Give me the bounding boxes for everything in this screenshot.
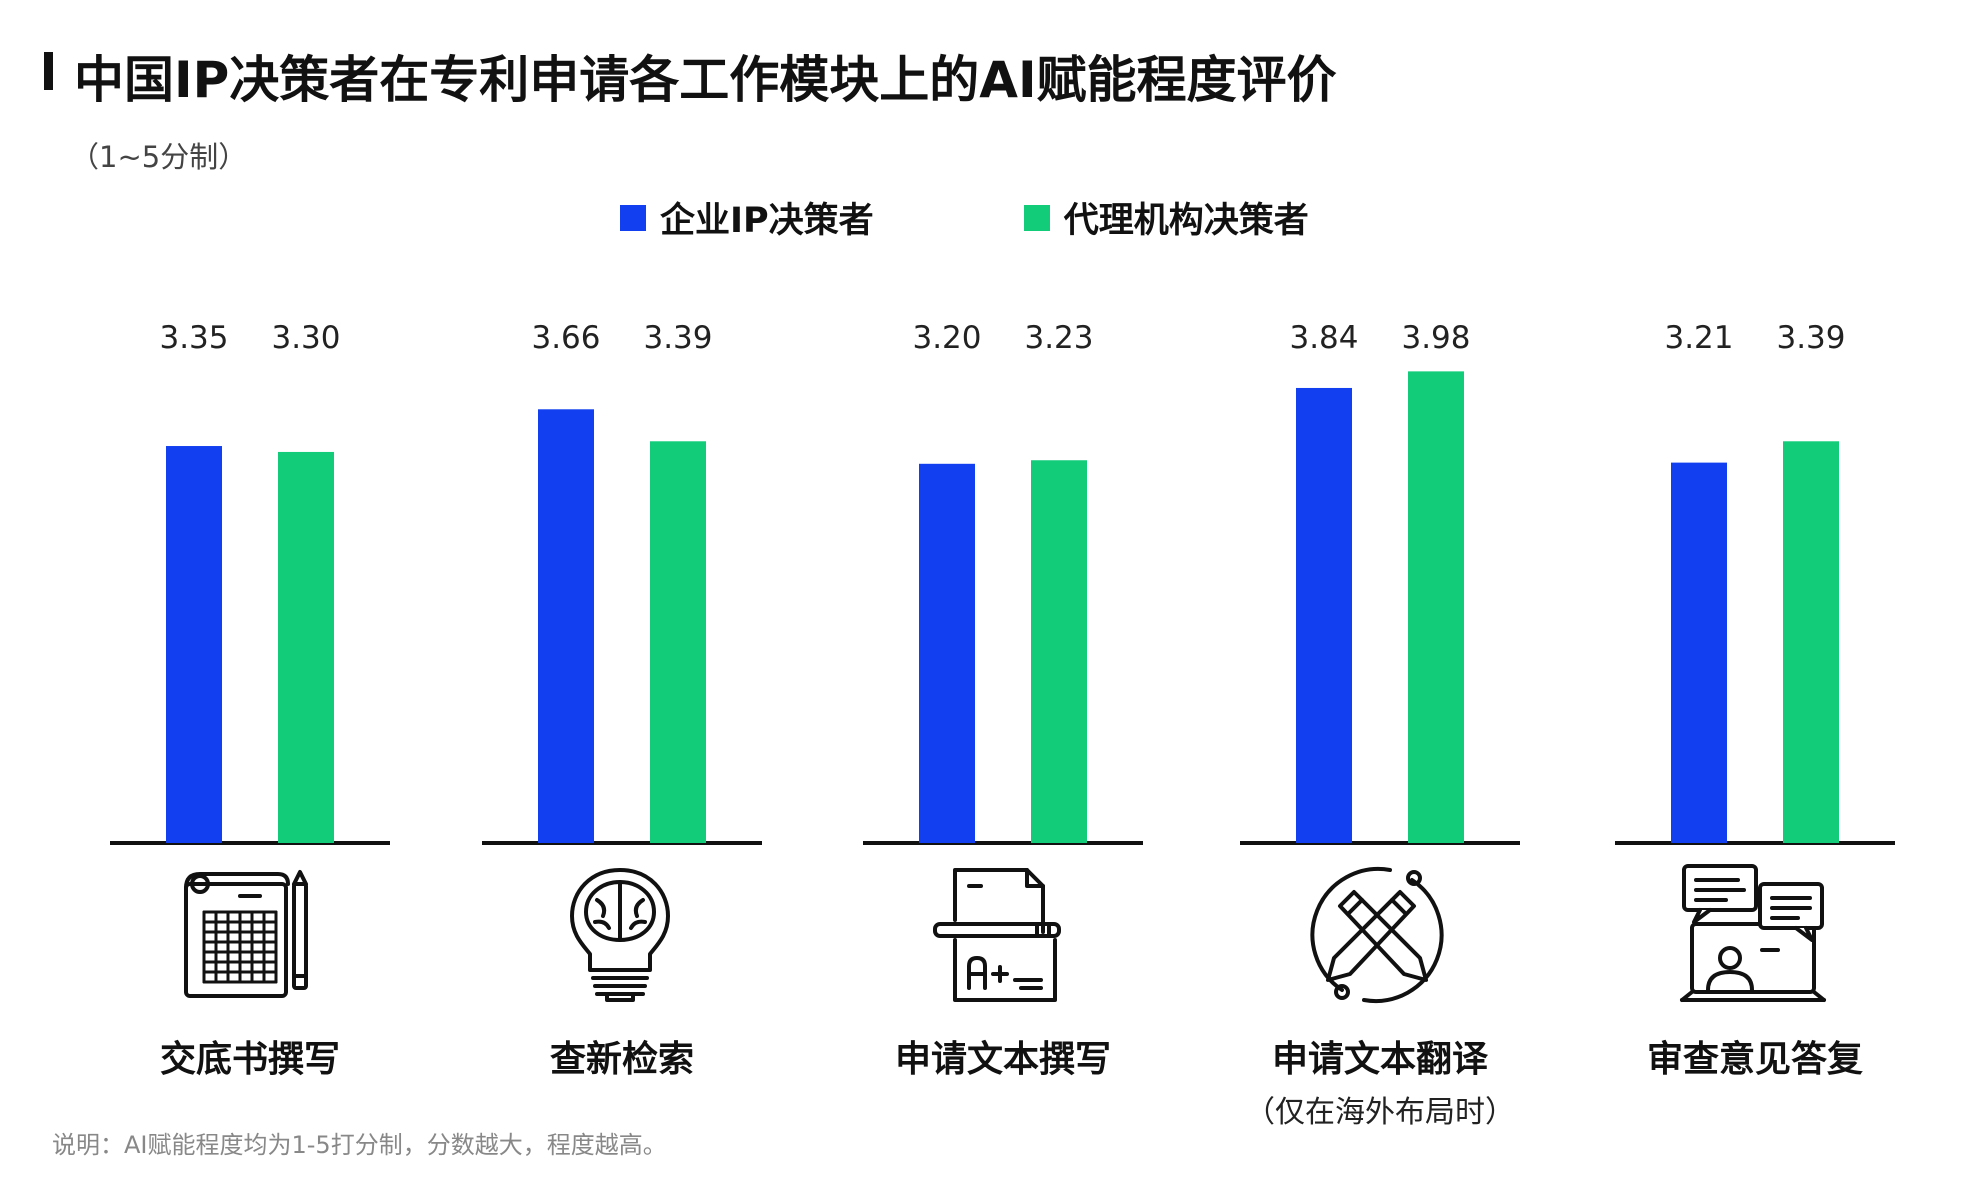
data-label: 3.98 bbox=[1401, 320, 1470, 356]
legend-label-enterprise: 企业IP决策者 bbox=[660, 201, 874, 241]
data-label: 3.84 bbox=[1289, 320, 1358, 356]
footnote: 说明：AI赋能程度均为1-5打分制，分数越大，程度越高。 bbox=[52, 1131, 667, 1159]
legend-label-agency: 代理机构决策者 bbox=[1063, 201, 1309, 241]
bar-agency bbox=[1031, 460, 1087, 843]
crossed-pencils-cycle-icon bbox=[1310, 867, 1444, 1003]
legend: 企业IP决策者 代理机构决策者 bbox=[620, 192, 1309, 243]
chart-subtitle: （1~5分制） bbox=[70, 140, 248, 174]
lightbulb-brain-icon bbox=[570, 868, 670, 1002]
category-label: 查新检索 bbox=[549, 1039, 695, 1080]
legend-swatch-enterprise bbox=[620, 204, 646, 231]
bar-enterprise bbox=[538, 409, 594, 843]
category-label: 申请文本翻译 bbox=[1271, 1039, 1489, 1080]
data-label: 3.35 bbox=[159, 320, 228, 356]
category-label: 申请文本撰写 bbox=[894, 1039, 1112, 1080]
bar-agency bbox=[278, 451, 334, 843]
data-label: 3.66 bbox=[531, 320, 600, 356]
data-label: 3.20 bbox=[912, 320, 981, 356]
data-label: 3.23 bbox=[1024, 320, 1093, 356]
data-label: 3.30 bbox=[271, 320, 340, 356]
chat-presentation-icon bbox=[1680, 864, 1826, 1002]
bar-enterprise bbox=[919, 463, 975, 843]
bar-enterprise bbox=[1296, 387, 1352, 843]
legend-swatch-agency bbox=[1023, 204, 1050, 231]
disclosure-document-icon bbox=[184, 870, 308, 998]
bar-enterprise bbox=[166, 446, 222, 843]
bar-agency bbox=[1783, 441, 1839, 843]
bar-agency bbox=[650, 441, 706, 843]
chart-title: 中国IP决策者在专利申请各工作模块上的AI赋能程度评价 bbox=[74, 51, 1337, 109]
legend-item-agency: 代理机构决策者 bbox=[1023, 192, 1309, 243]
data-label: 3.39 bbox=[643, 320, 712, 356]
category-label: 交底书撰写 bbox=[159, 1039, 341, 1080]
document-pen-grade-icon bbox=[933, 868, 1061, 1002]
legend-item-enterprise: 企业IP决策者 bbox=[620, 192, 874, 243]
bar-agency bbox=[1408, 371, 1464, 843]
category-note: （仅在海外布局时） bbox=[1245, 1095, 1515, 1130]
title-accent-bar bbox=[44, 52, 53, 90]
category-label: 审查意见答复 bbox=[1646, 1039, 1864, 1080]
data-label: 3.21 bbox=[1664, 320, 1733, 356]
bar-enterprise bbox=[1671, 462, 1727, 843]
data-label: 3.39 bbox=[1776, 320, 1845, 356]
